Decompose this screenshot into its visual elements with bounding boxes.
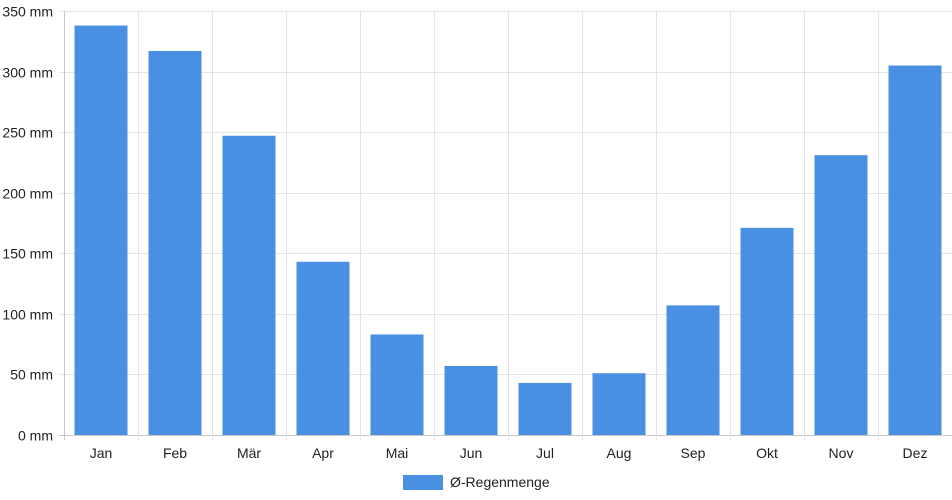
- bar-nov[interactable]: [814, 155, 868, 435]
- bar-dez[interactable]: [888, 65, 942, 435]
- x-tick-label: Okt: [756, 445, 778, 461]
- legend-label: Ø-Regenmenge: [450, 474, 550, 490]
- bar-apr[interactable]: [296, 261, 350, 435]
- x-tick-label: Dez: [903, 445, 928, 461]
- x-tick-label: Jan: [90, 445, 113, 461]
- legend[interactable]: Ø-Regenmenge: [403, 474, 550, 490]
- bar-sep[interactable]: [666, 305, 720, 435]
- x-tick-label: Jun: [460, 445, 483, 461]
- x-tick-label: Feb: [163, 445, 187, 461]
- y-axis-ticks: 0 mm 50 mm 100 mm 150 mm 200 mm 250 mm 300 mm 3…: [2, 4, 53, 444]
- y-tick-label: 50 mm: [10, 367, 53, 383]
- y-tick-label: 200 mm: [2, 186, 53, 202]
- bar-mär[interactable]: [222, 135, 276, 435]
- y-tick-label: 0 mm: [18, 428, 53, 444]
- y-tick-label: 300 mm: [2, 65, 53, 81]
- bar-aug[interactable]: [592, 373, 646, 435]
- bar-jul[interactable]: [518, 382, 572, 435]
- x-tick-label: Jul: [536, 445, 554, 461]
- x-tick-label: Sep: [681, 445, 706, 461]
- bar-jan[interactable]: [74, 25, 128, 436]
- x-tick-label: Mär: [237, 445, 261, 461]
- grid-lines: [59, 11, 952, 440]
- x-tick-label: Apr: [312, 445, 334, 461]
- bar-okt[interactable]: [740, 227, 794, 435]
- y-tick-label: 150 mm: [2, 246, 53, 262]
- x-tick-label: Mai: [386, 445, 409, 461]
- bar-feb[interactable]: [148, 50, 202, 435]
- x-tick-label: Nov: [829, 445, 854, 461]
- bar-mai[interactable]: [370, 334, 424, 435]
- legend-swatch: [403, 475, 443, 490]
- bars-group: [74, 25, 942, 436]
- x-axis-ticks: Jan Feb Mär Apr Mai Jun Jul Aug Sep Okt Nov Dez: [90, 445, 928, 461]
- x-tick-label: Aug: [607, 445, 632, 461]
- y-tick-label: 350 mm: [2, 4, 53, 20]
- bar-jun[interactable]: [444, 365, 498, 435]
- y-tick-label: 100 mm: [2, 307, 53, 323]
- y-tick-label: 250 mm: [2, 125, 53, 141]
